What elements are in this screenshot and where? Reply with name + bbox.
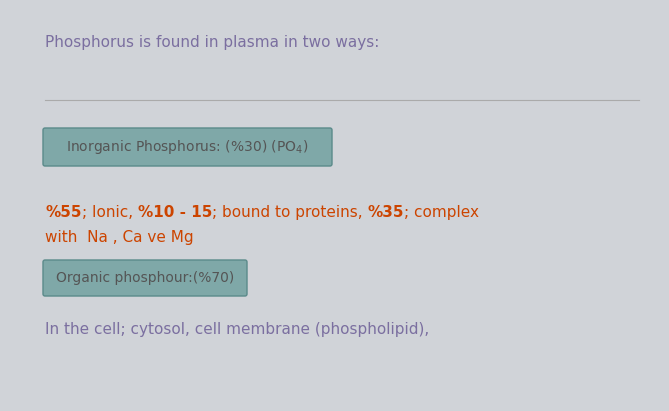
Text: Inorganic Phosphorus: (%30) (PO$_4$): Inorganic Phosphorus: (%30) (PO$_4$) — [66, 138, 309, 156]
Text: %10 - 15: %10 - 15 — [138, 205, 212, 220]
Text: Organic phosphour:(%70): Organic phosphour:(%70) — [56, 271, 234, 285]
Text: ; complex: ; complex — [404, 205, 479, 220]
Text: ; Ionic,: ; Ionic, — [82, 205, 138, 220]
FancyBboxPatch shape — [43, 128, 332, 166]
FancyBboxPatch shape — [43, 260, 247, 296]
Text: Phosphorus is found in plasma in two ways:: Phosphorus is found in plasma in two way… — [45, 35, 379, 50]
Text: %55: %55 — [45, 205, 82, 220]
Text: ; bound to proteins,: ; bound to proteins, — [212, 205, 367, 220]
Text: with  Na , Ca ve Mg: with Na , Ca ve Mg — [45, 230, 193, 245]
Text: %35: %35 — [367, 205, 404, 220]
Text: In the cell; cytosol, cell membrane (phospholipid),: In the cell; cytosol, cell membrane (pho… — [45, 322, 429, 337]
